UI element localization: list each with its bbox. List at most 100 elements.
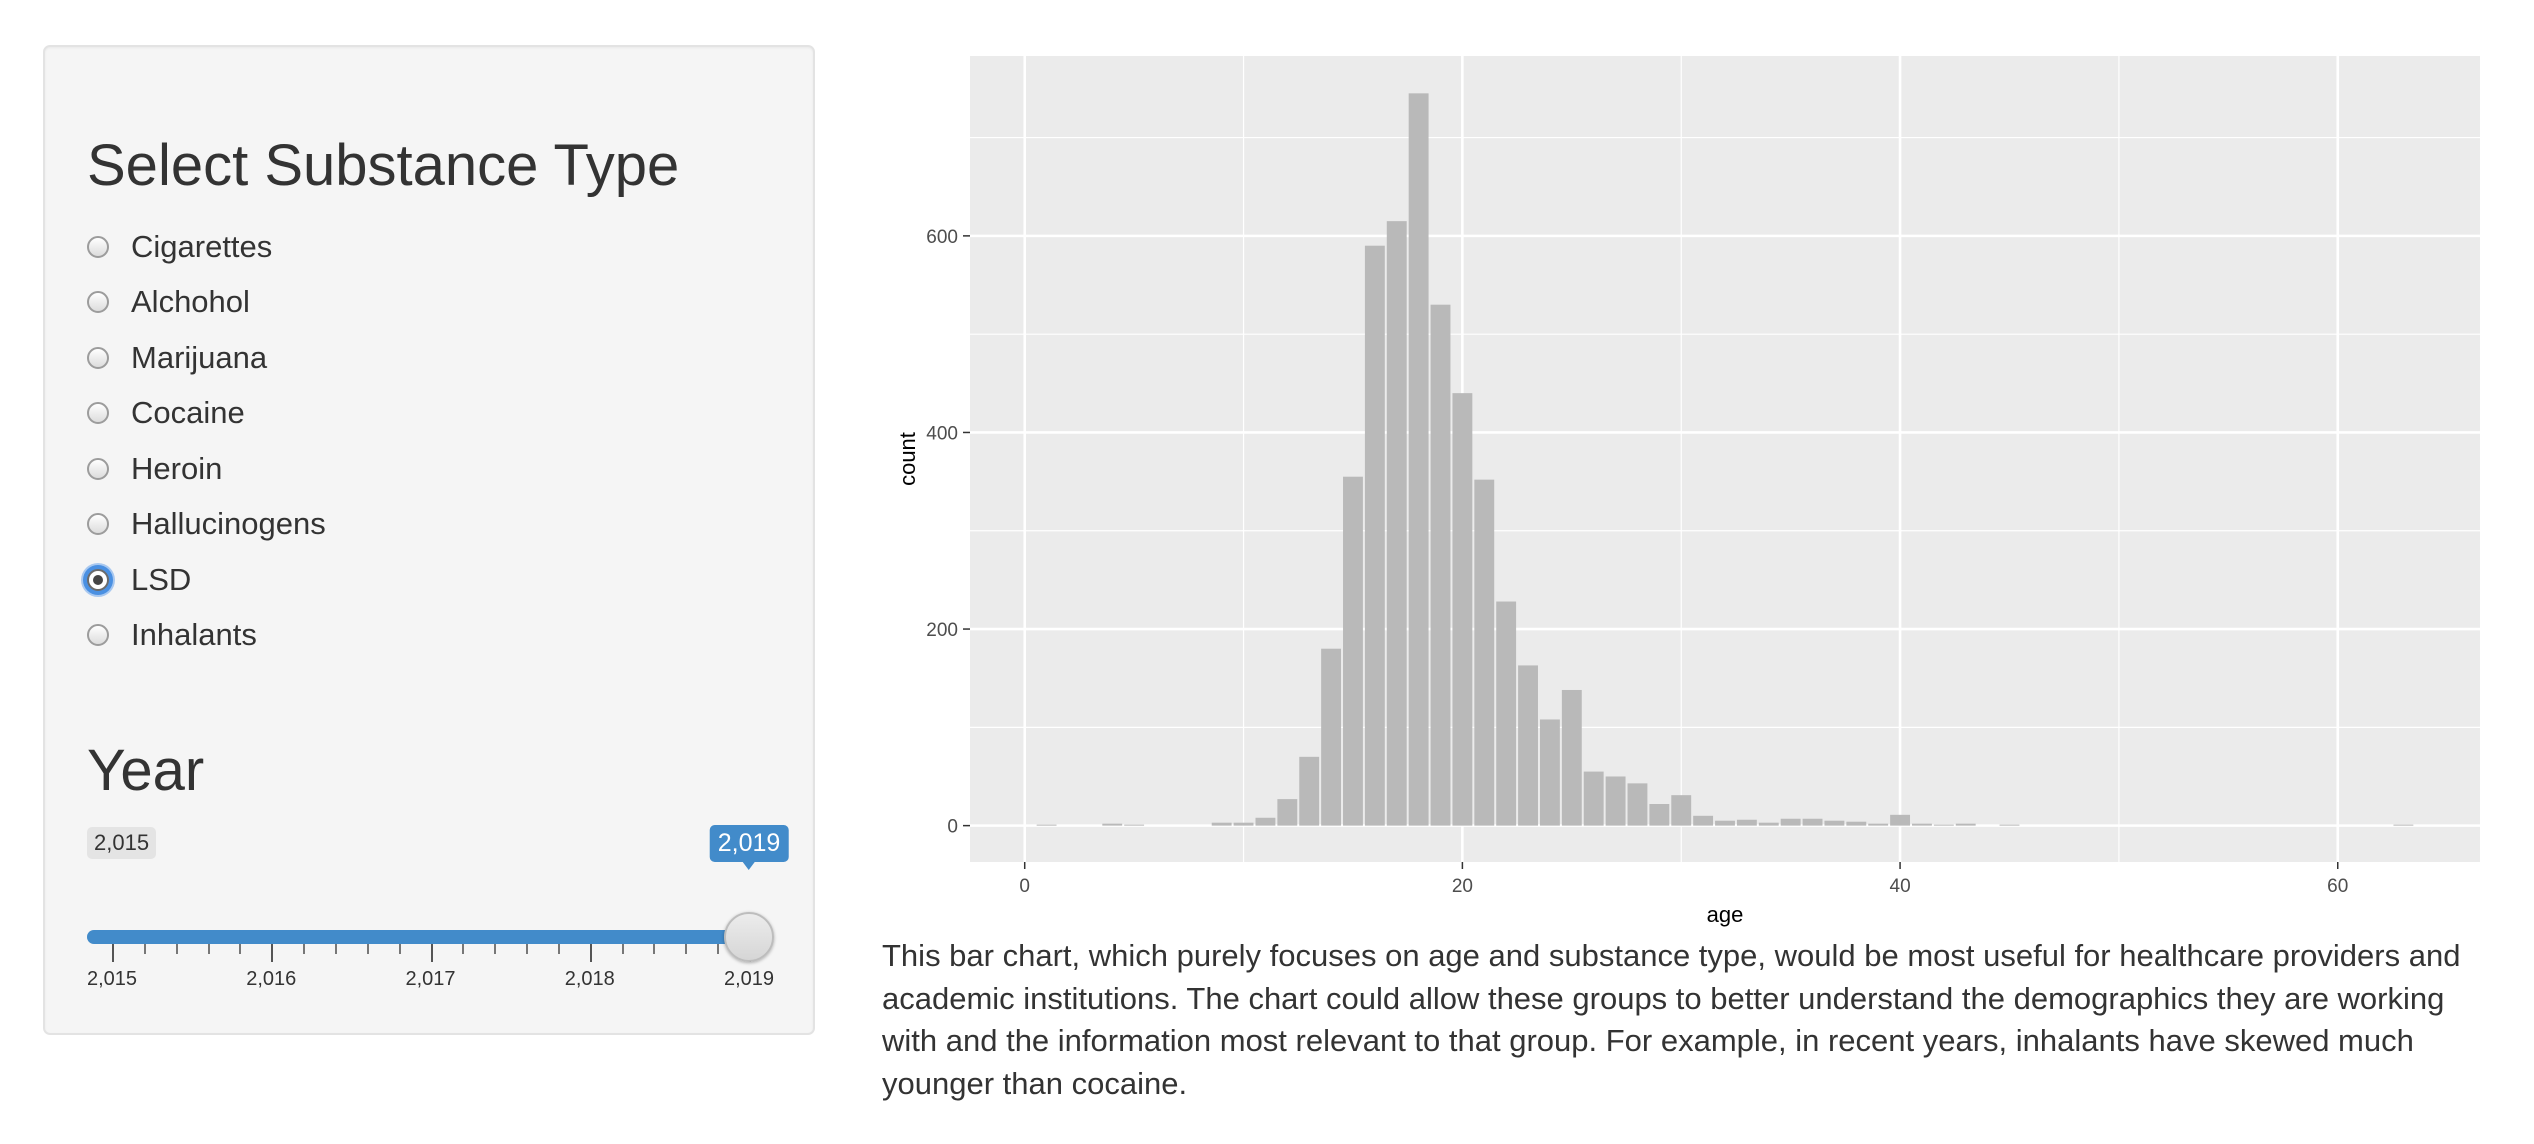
substance-option-lsd[interactable]: LSD bbox=[87, 552, 326, 608]
slider-tick-label: 2,019 bbox=[723, 968, 775, 990]
slider-tick-label: 2,016 bbox=[246, 968, 297, 990]
substance-option-cigarettes[interactable]: Cigarettes bbox=[87, 219, 326, 275]
radio-button[interactable] bbox=[87, 457, 109, 480]
grid-minor bbox=[970, 56, 2480, 862]
histogram-bar bbox=[1715, 820, 1735, 826]
bars bbox=[1036, 93, 2414, 826]
substance-option-hallucinogens[interactable]: Hallucinogens bbox=[87, 497, 326, 553]
radio-button[interactable] bbox=[87, 624, 109, 647]
slider-major-tick bbox=[589, 944, 592, 962]
histogram-bar bbox=[1408, 93, 1429, 826]
slider-bar bbox=[87, 930, 749, 944]
histogram-bar bbox=[1124, 824, 1145, 826]
slider-minor-tick bbox=[717, 944, 720, 954]
radio-button[interactable] bbox=[87, 235, 109, 258]
histogram-bar bbox=[1321, 648, 1342, 826]
year-heading: Year bbox=[87, 738, 205, 803]
substance-option-marijuana[interactable]: Marijuana bbox=[87, 330, 326, 386]
histogram-bar bbox=[1386, 221, 1407, 826]
radio-label: Heroin bbox=[131, 450, 223, 486]
histogram-bar bbox=[1496, 601, 1517, 826]
slider-minor-tick bbox=[653, 944, 656, 954]
slider-min-label: 2,015 bbox=[87, 827, 157, 859]
histogram-bar bbox=[1233, 822, 1254, 826]
histogram-bar bbox=[1912, 823, 1932, 826]
radio-label: Marijuana bbox=[131, 339, 268, 375]
slider-value-label: 2,019 bbox=[709, 825, 789, 870]
slider-minor-tick bbox=[685, 944, 688, 954]
y-tick-label: 600 bbox=[926, 227, 958, 248]
histogram-bar bbox=[1671, 795, 1692, 826]
histogram-bar bbox=[1802, 818, 1823, 826]
slider-minor-tick bbox=[366, 944, 369, 954]
histogram-bar bbox=[2393, 824, 2414, 826]
histogram-bar bbox=[1518, 665, 1538, 826]
slider-minor-tick bbox=[303, 944, 306, 954]
year-slider[interactable]: 2,015 2,019 2,015 2,016 2,017 2,018 2,019 bbox=[87, 825, 789, 1007]
substance-option-alchohol[interactable]: Alchohol bbox=[87, 275, 326, 331]
histogram-bar bbox=[1736, 819, 1757, 826]
x-axis: 0 20 40 60 bbox=[1019, 862, 2348, 897]
slider-minor-tick bbox=[207, 944, 210, 954]
y-tick-label: 0 bbox=[947, 817, 958, 838]
histogram-bar bbox=[1999, 824, 2020, 826]
histogram-bar bbox=[1036, 824, 1057, 826]
histogram-bar bbox=[1933, 824, 1954, 826]
histogram-bar bbox=[1955, 823, 1976, 826]
slider-minor-tick bbox=[462, 944, 465, 954]
histogram-bar bbox=[1474, 479, 1495, 826]
radio-button[interactable] bbox=[87, 568, 109, 591]
slider-major-tick bbox=[271, 944, 274, 962]
radio-button[interactable] bbox=[87, 513, 109, 536]
histogram-bar bbox=[1299, 756, 1320, 826]
chart-description: This bar chart, which purely focuses on … bbox=[882, 938, 2461, 1101]
radio-label: LSD bbox=[131, 561, 192, 597]
substance-radio-group: Cigarettes Alchohol Marijuana Cocaine Heroin… bbox=[87, 219, 326, 663]
plot-panel bbox=[970, 56, 2480, 862]
substance-option-heroin[interactable]: Heroin bbox=[87, 441, 326, 497]
y-tick-label: 200 bbox=[926, 620, 958, 641]
x-axis-label: age bbox=[1707, 902, 1744, 927]
radio-label: Cigarettes bbox=[131, 228, 273, 264]
radio-label: Inhalants bbox=[131, 617, 257, 653]
slider-minor-tick bbox=[175, 944, 178, 954]
histogram-bar bbox=[1255, 817, 1276, 826]
slider-major-tick bbox=[430, 944, 433, 962]
slider-tick-label: 2,015 bbox=[86, 968, 138, 990]
slider-major-tick bbox=[112, 944, 114, 962]
substance-option-cocaine[interactable]: Cocaine bbox=[87, 386, 326, 442]
radio-button[interactable] bbox=[87, 291, 109, 314]
radio-button[interactable] bbox=[87, 402, 109, 425]
slider-minor-tick bbox=[143, 944, 146, 954]
histogram-bar bbox=[1649, 804, 1670, 826]
slider-minor-tick bbox=[557, 944, 560, 954]
radio-label: Hallucinogens bbox=[131, 506, 326, 542]
slider-minor-tick bbox=[526, 944, 529, 954]
histogram-bar bbox=[1824, 820, 1845, 826]
histogram-bar bbox=[1868, 823, 1889, 826]
slider-grid: 2,015 2,016 2,017 2,018 2,019 bbox=[87, 944, 787, 1004]
histogram-bar bbox=[1758, 822, 1779, 826]
slider-minor-tick bbox=[239, 944, 242, 954]
histogram-bar bbox=[1846, 821, 1867, 826]
histogram-bar bbox=[1343, 476, 1363, 826]
slider-minor-tick bbox=[621, 944, 624, 954]
radio-button[interactable] bbox=[87, 346, 109, 369]
histogram-bar bbox=[1452, 393, 1473, 826]
histogram-bar bbox=[1605, 776, 1626, 826]
slider-minor-tick bbox=[398, 944, 401, 954]
age-histogram-chart: 0 200 400 600 0 20 40 60 age count bbox=[895, 56, 2480, 927]
substance-type-heading: Select Substance Type bbox=[87, 133, 680, 198]
histogram-bar bbox=[1780, 818, 1801, 826]
histogram-bar bbox=[1627, 783, 1648, 826]
histogram-bar bbox=[1430, 304, 1451, 826]
slider-handle[interactable] bbox=[724, 912, 774, 962]
histogram-bar bbox=[1539, 719, 1560, 826]
histogram-bar bbox=[1277, 799, 1298, 826]
histogram-bar bbox=[1561, 689, 1582, 826]
substance-option-inhalants[interactable]: Inhalants bbox=[87, 608, 326, 664]
radio-label: Cocaine bbox=[131, 395, 245, 431]
slider-tick-label: 2,018 bbox=[564, 968, 615, 990]
slider-tick-label: 2,017 bbox=[405, 968, 456, 990]
x-tick-label: 20 bbox=[1452, 876, 1473, 897]
